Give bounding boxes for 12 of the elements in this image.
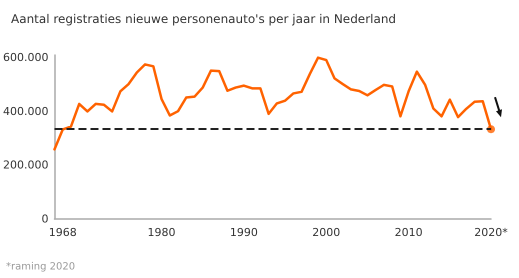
x-tick-label: 2020* [474, 226, 508, 239]
y-tick-label: 0 [41, 212, 48, 226]
text: *raming 2020 [6, 262, 76, 272]
chart-title: Aantal registraties nieuwe personenauto's per jaar in Nederland [11, 12, 396, 26]
x-tick-label: 1968 [48, 226, 77, 239]
x-tick-label: 2010 [394, 226, 423, 239]
y-tick-label: 400.000 [2, 104, 48, 118]
x-tick-label: 2000 [312, 226, 340, 239]
x-tick-label: 1990 [230, 226, 258, 239]
y-tick-label: 200.000 [2, 158, 48, 172]
y-tick-label: 600.000 [2, 51, 48, 64]
x-tick-label: 1980 [148, 226, 176, 239]
